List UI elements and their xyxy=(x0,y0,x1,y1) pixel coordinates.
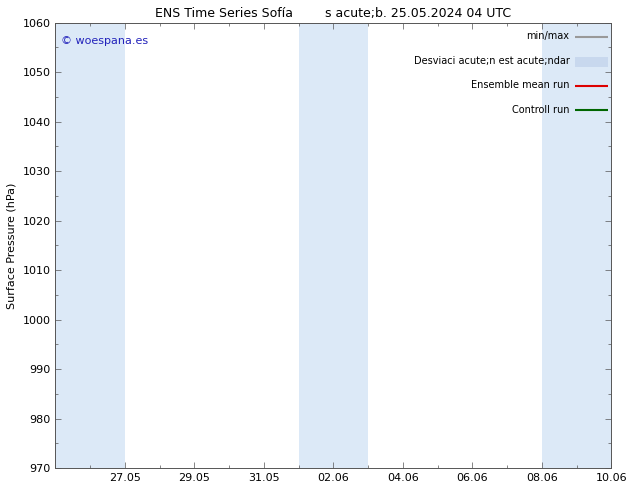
FancyBboxPatch shape xyxy=(575,57,609,67)
Bar xyxy=(56,23,125,468)
Text: Controll run: Controll run xyxy=(512,105,569,115)
Text: © woespana.es: © woespana.es xyxy=(61,36,148,46)
Bar xyxy=(542,23,611,468)
Text: Ensemble mean run: Ensemble mean run xyxy=(471,80,569,91)
Y-axis label: Surface Pressure (hPa): Surface Pressure (hPa) xyxy=(7,182,17,309)
Text: min/max: min/max xyxy=(527,31,569,42)
Title: ENS Time Series Sofía        s acute;b. 25.05.2024 04 UTC: ENS Time Series Sofía s acute;b. 25.05.2… xyxy=(155,7,512,20)
Bar xyxy=(299,23,368,468)
Text: Desviaci acute;n est acute;ndar: Desviaci acute;n est acute;ndar xyxy=(414,56,569,66)
